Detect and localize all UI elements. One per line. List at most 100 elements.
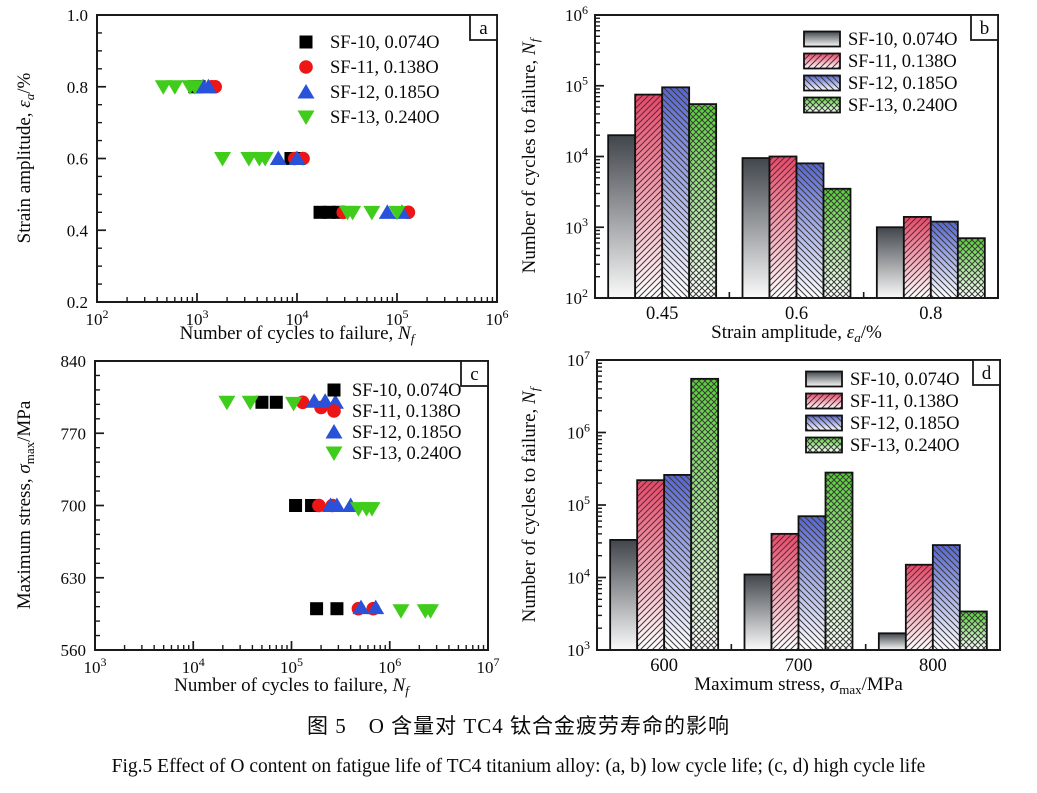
svg-text:SF-13, 0.240O: SF-13, 0.240O <box>352 444 461 464</box>
bar-sf-13-700 <box>824 471 854 651</box>
svg-text:107: 107 <box>567 348 590 370</box>
svg-text:0.6: 0.6 <box>785 304 808 324</box>
svg-text:SF-12, 0.185O: SF-12, 0.185O <box>330 83 439 103</box>
bar-sf-13-0.6 <box>822 187 852 299</box>
bar-sf-11-0.8 <box>902 216 932 299</box>
svg-text:0.8: 0.8 <box>919 304 942 324</box>
y-axis: 103 104 105 106 107 <box>567 348 606 660</box>
svg-text:0.6: 0.6 <box>67 150 88 169</box>
svg-text:SF-11, 0.138O: SF-11, 0.138O <box>352 402 461 422</box>
svg-text:104: 104 <box>565 144 588 166</box>
svg-text:Number of cycles to failure, N: Number of cycles to failure, Nf <box>180 323 417 346</box>
bar-sf-10-0.45 <box>607 134 637 299</box>
bar-sf-10-700 <box>743 573 773 651</box>
bar-sf-12-0.45 <box>661 86 691 299</box>
svg-text:SF-10, 0.074O: SF-10, 0.074O <box>850 370 959 390</box>
svg-text:SF-10, 0.074O: SF-10, 0.074O <box>848 30 957 50</box>
bar-sf-11-800 <box>904 563 934 651</box>
svg-text:104: 104 <box>286 307 309 329</box>
svg-text:c: c <box>470 364 478 385</box>
x-axis: 103 104 105 106 107 <box>84 641 500 677</box>
svg-text:103: 103 <box>565 215 588 237</box>
bar-sf-13-600 <box>690 377 720 651</box>
panel-a-chart: 102 103 104 105 106 0.2 0.4 0.6 0.8 1.0 SF-10, 0.0… <box>14 6 509 346</box>
svg-text:107: 107 <box>477 655 500 677</box>
svg-text:1.0: 1.0 <box>67 6 88 25</box>
svg-text:SF-10, 0.074O: SF-10, 0.074O <box>352 381 461 401</box>
x-axis: 0.45 0.6 0.8 <box>646 292 942 324</box>
svg-text:0.45: 0.45 <box>646 304 678 324</box>
svg-text:700: 700 <box>61 497 87 516</box>
svg-text:SF-13, 0.240O: SF-13, 0.240O <box>848 96 957 116</box>
bar-sf-12-600 <box>663 474 693 651</box>
legend: SF-10, 0.074O SF-11, 0.138O SF-12, 0.185O S… <box>297 33 439 128</box>
panel-label: b <box>970 14 999 41</box>
svg-text:0.8: 0.8 <box>67 78 88 97</box>
panel-label: c <box>460 360 489 387</box>
svg-text:SF-13, 0.240O: SF-13, 0.240O <box>330 108 439 128</box>
svg-text:106: 106 <box>378 655 401 677</box>
svg-text:a: a <box>479 18 488 39</box>
bar-sf-11-0.6 <box>768 155 798 299</box>
bar-sf-12-800 <box>931 544 961 651</box>
svg-text:106: 106 <box>486 307 509 329</box>
svg-text:104: 104 <box>567 565 590 587</box>
svg-text:0.2: 0.2 <box>67 293 88 312</box>
series-sf-13 <box>218 395 440 619</box>
svg-text:Strain amplitude, εa/%: Strain amplitude, εa/% <box>14 72 37 243</box>
svg-text:106: 106 <box>565 3 588 25</box>
svg-text:Maximum stress, σmax/MPa: Maximum stress, σmax/MPa <box>694 674 903 697</box>
bar-sf-10-0.8 <box>875 226 905 299</box>
svg-text:SF-11, 0.138O: SF-11, 0.138O <box>848 52 957 72</box>
bar-sf-12-0.8 <box>929 220 959 299</box>
figure-caption-english: Fig.5 Effect of O content on fatigue lif… <box>111 756 926 777</box>
svg-text:SF-13, 0.240O: SF-13, 0.240O <box>850 436 959 456</box>
svg-text:105: 105 <box>567 493 590 515</box>
svg-text:SF-10, 0.074O: SF-10, 0.074O <box>330 33 439 53</box>
panel-label: a <box>469 14 498 41</box>
svg-text:104: 104 <box>182 655 205 677</box>
series-sf-10 <box>188 80 345 219</box>
svg-text:560: 560 <box>61 641 87 660</box>
figure-charts: 102 103 104 105 106 0.2 0.4 0.6 0.8 1.0 SF-10, 0.0… <box>14 3 1001 698</box>
x-axis: 600 700 800 <box>650 644 947 676</box>
svg-text:102: 102 <box>565 286 588 308</box>
bar-sf-10-800 <box>877 632 907 651</box>
svg-text:d: d <box>982 363 992 384</box>
svg-text:Number of cycles to failure, N: Number of cycles to failure, Nf <box>519 36 542 273</box>
svg-text:b: b <box>980 18 990 39</box>
svg-text:103: 103 <box>186 307 209 329</box>
panel-c-chart: 103 104 105 106 107 560 630 700 770 840 SF-10, 0.0… <box>14 352 500 698</box>
series-sf-13 <box>154 80 406 221</box>
svg-text:Strain amplitude, εa/%: Strain amplitude, εa/% <box>711 322 882 345</box>
bars <box>607 86 986 299</box>
svg-text:SF-11, 0.138O: SF-11, 0.138O <box>330 58 439 78</box>
svg-text:840: 840 <box>61 352 87 371</box>
svg-text:103: 103 <box>84 655 107 677</box>
svg-text:102: 102 <box>86 307 109 329</box>
y-axis: 102 103 104 105 106 <box>565 3 604 308</box>
bars <box>609 377 988 651</box>
panel-label: d <box>972 359 1001 386</box>
svg-text:105: 105 <box>565 74 588 96</box>
bar-sf-13-800 <box>958 610 988 651</box>
bar-sf-11-600 <box>636 479 666 651</box>
bar-sf-12-700 <box>797 515 827 651</box>
bar-sf-11-0.45 <box>634 93 664 299</box>
svg-text:105: 105 <box>386 307 409 329</box>
svg-text:770: 770 <box>61 424 87 443</box>
svg-text:SF-12, 0.185O: SF-12, 0.185O <box>850 414 959 434</box>
svg-text:800: 800 <box>919 656 947 676</box>
y-axis: 560 630 700 770 840 <box>61 352 104 660</box>
svg-text:SF-12, 0.185O: SF-12, 0.185O <box>352 423 461 443</box>
svg-text:103: 103 <box>567 638 590 660</box>
svg-text:SF-11, 0.138O: SF-11, 0.138O <box>850 392 959 412</box>
svg-text:0.4: 0.4 <box>67 221 89 240</box>
x-axis: 102 103 104 105 106 <box>86 293 509 329</box>
bar-sf-10-0.6 <box>741 157 771 299</box>
svg-text:106: 106 <box>567 420 590 442</box>
